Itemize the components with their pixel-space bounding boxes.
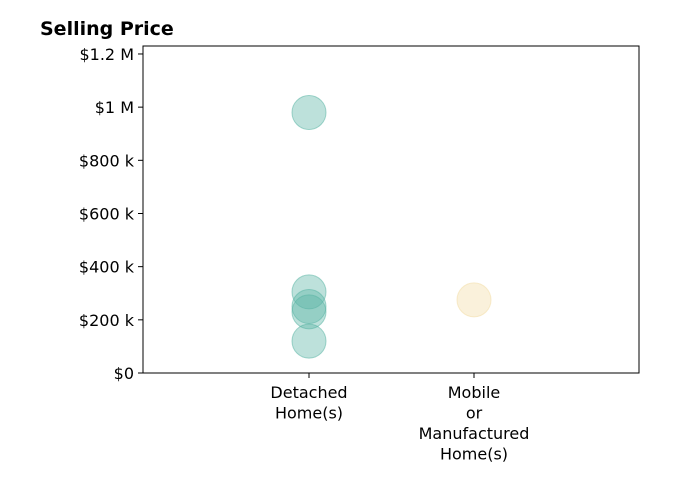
x-tick-label-line: Home(s) xyxy=(440,445,508,464)
x-tick-label-line: Mobile xyxy=(448,383,500,402)
y-tick-label: $400 k xyxy=(79,258,135,277)
y-tick-label: $1.2 M xyxy=(79,45,134,64)
plot-frame xyxy=(142,45,640,374)
y-axis: $0 $200 k $400 k $600 k $800 k $1 M $1.2 M xyxy=(79,45,143,383)
data-point xyxy=(291,323,327,359)
data-point xyxy=(291,274,327,310)
data-point xyxy=(456,282,492,318)
data-point xyxy=(291,294,327,330)
chart-title: Selling Price xyxy=(40,18,174,40)
x-tick-label-line: Manufactured xyxy=(419,424,530,443)
y-tick-label: $0 xyxy=(114,364,134,383)
x-tick-label-line: Detached xyxy=(270,383,347,402)
x-tick-label-line: or xyxy=(466,404,483,423)
x-tick-label-detached: Detached Home(s) xyxy=(270,383,347,423)
x-tick-label-mobile: Mobile or Manufactured Home(s) xyxy=(419,383,530,464)
data-point xyxy=(291,289,327,325)
data-point xyxy=(291,94,327,130)
y-tick-label: $1 M xyxy=(95,98,134,117)
y-tick-label: $800 k xyxy=(79,151,135,170)
y-tick-label: $600 k xyxy=(79,204,135,223)
y-tick-label: $200 k xyxy=(79,311,135,330)
x-axis: Detached Home(s) Mobile or Manufactured Home(… xyxy=(270,373,529,464)
data-points xyxy=(291,94,492,359)
x-tick-label-line: Home(s) xyxy=(275,404,343,423)
